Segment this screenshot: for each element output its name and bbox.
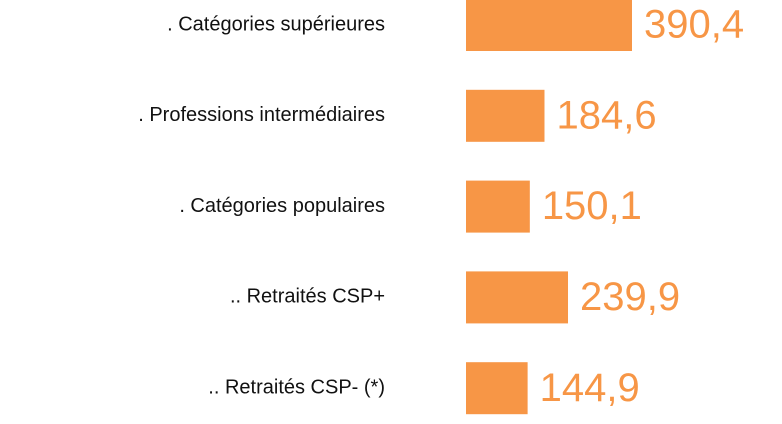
bar [466,0,632,51]
bar [466,180,530,233]
bar [466,271,569,324]
category-label: . Catégories populaires [179,195,385,217]
category-label: . Catégories supérieures [167,13,385,35]
value-label: 184,6 [556,93,656,137]
category-label: .. Retraités CSP- (*) [208,376,385,398]
category-label: .. Retraités CSP+ [230,286,385,308]
bar [466,362,528,415]
value-label: 390,4 [644,3,744,47]
value-label: 150,1 [542,184,642,228]
category-label: . Professions intermédiaires [138,104,385,126]
value-label: 144,9 [540,366,640,410]
bar [466,89,545,142]
value-label: 239,9 [580,275,680,319]
